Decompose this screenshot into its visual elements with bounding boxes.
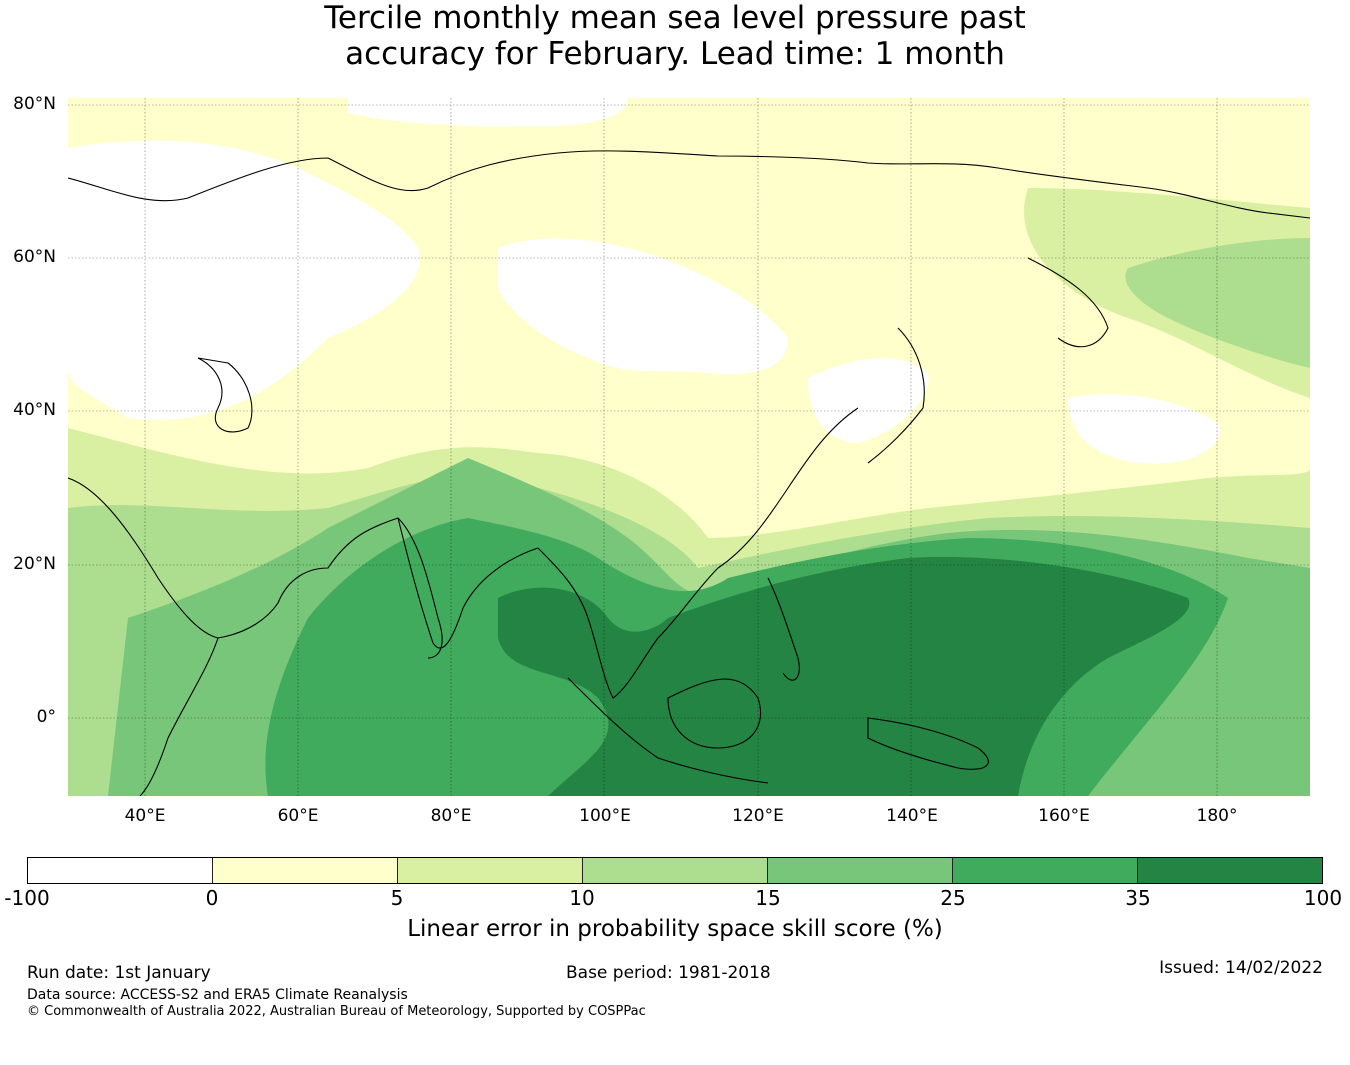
coastline-southeast-asia (537, 407, 859, 699)
coastline-borneo (667, 678, 762, 749)
coastline-new-guinea (867, 717, 989, 770)
colorbar-tick-label: 35 (1125, 886, 1151, 910)
colorbar-title: Linear error in probability space skill … (407, 916, 943, 942)
coastline-kamchatka (1027, 257, 1109, 348)
run-date: Run date: 1st January (27, 963, 211, 983)
lat-label: 80°N (13, 94, 56, 114)
skill-score-map (68, 98, 1310, 796)
data-source: Data source: ACCESS-S2 and ERA5 Climate … (27, 987, 408, 1003)
colorbar-tick-label: -100 (4, 886, 50, 910)
coastline-arabia-africa (68, 477, 443, 796)
coastline-japan (867, 327, 925, 464)
coastline-philippines (767, 577, 800, 681)
lat-label: 60°N (13, 247, 56, 267)
coastline-sumatra-java (567, 677, 769, 784)
colorbar-tick-label: 5 (390, 886, 404, 910)
lon-label: 160°E (1038, 806, 1090, 826)
colorbar (27, 857, 1323, 884)
colorbar-segment (28, 858, 213, 883)
issued-date: Issued: 14/02/2022 (1159, 958, 1323, 978)
skill-score-map-canvas (68, 98, 1310, 796)
colorbar-segment (768, 858, 953, 883)
region-negative-skill-japan (808, 358, 929, 443)
coastline-caspian (197, 357, 253, 433)
lon-label: 40°E (124, 806, 166, 826)
lon-label: 100°E (579, 806, 631, 826)
map-title-line-1: Tercile monthly mean sea level pressure … (324, 0, 1026, 36)
region-skill-35-100 (498, 557, 1190, 796)
coastline-india (397, 517, 539, 649)
colorbar-segment (1138, 858, 1322, 883)
colorbar-segment (213, 858, 398, 883)
region-negative-skill (68, 140, 420, 420)
colorbar-tick-label: 15 (755, 886, 781, 910)
colorbar-segment (583, 858, 768, 883)
graticule (68, 98, 1310, 796)
region-negative-skill-east (498, 238, 788, 375)
colorbar-segment (953, 858, 1138, 883)
map-title-line-2: accuracy for February. Lead time: 1 mont… (345, 36, 1005, 72)
coastlines (68, 150, 1310, 796)
lat-label: 20°N (13, 554, 56, 574)
lat-label: 40°N (13, 400, 56, 420)
region-skill-10-15-northeast (1125, 238, 1310, 368)
region-negative-skill-pacific (1068, 394, 1220, 464)
lon-label: 80°E (430, 806, 472, 826)
map-title: Tercile monthly mean sea level pressure … (0, 0, 1350, 72)
lon-label: 140°E (886, 806, 938, 826)
lat-label: 0° (36, 707, 56, 727)
copyright: © Commonwealth of Australia 2022, Austra… (27, 1004, 646, 1019)
colorbar-tick-label: 0 (205, 886, 219, 910)
colorbar-tick-label: 100 (1303, 886, 1343, 910)
colorbar-segment (398, 858, 583, 883)
colorbar-tick-label: 25 (940, 886, 966, 910)
lon-label: 120°E (732, 806, 784, 826)
coastline-arctic (68, 150, 1310, 219)
base-period: Base period: 1981-2018 (566, 963, 771, 983)
lon-label: 180° (1196, 806, 1238, 826)
lon-label: 60°E (277, 806, 319, 826)
colorbar-tick-label: 10 (569, 886, 595, 910)
